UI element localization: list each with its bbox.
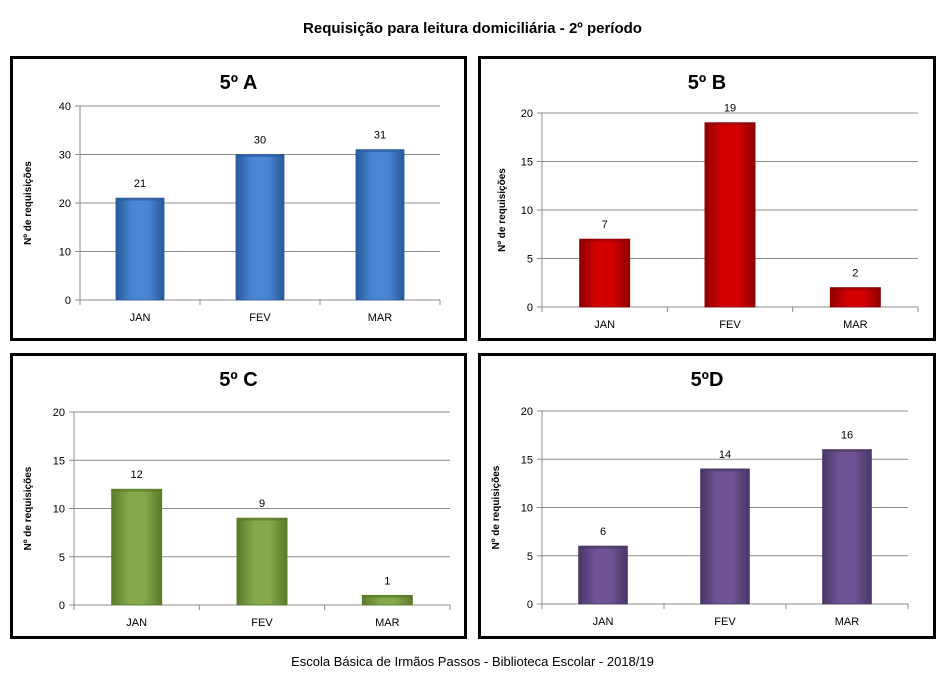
y-tick-label: 0 <box>527 302 533 314</box>
chart-title: 5º C <box>219 369 257 391</box>
data-label: 9 <box>259 498 265 510</box>
y-tick-label: 10 <box>521 205 533 217</box>
data-label: 7 <box>602 219 608 231</box>
chart-title: 5º A <box>220 72 258 94</box>
y-tick-label: 0 <box>59 600 65 612</box>
bar-jan <box>579 238 631 308</box>
page-title: Requisição para leitura domiciliária - 2… <box>303 20 642 37</box>
data-label: 12 <box>131 469 143 481</box>
chart-panel-5d: 5ºD 0 5 10 15 20 Nº de requisições 6 JAN 14 FEV 16 M… <box>478 353 936 639</box>
chart-svg: 5º C 0 5 10 15 20 Nº de requisições 12 JAN 9 FEV 1 M… <box>23 369 451 629</box>
x-tick-label: JAN <box>593 616 614 628</box>
bar-fev <box>235 154 285 301</box>
data-label: 6 <box>600 526 606 538</box>
y-tick-label: 0 <box>65 295 71 307</box>
bar-top-edge <box>704 122 756 126</box>
bar-top-edge <box>700 468 750 472</box>
y-tick-label: 0 <box>527 599 533 611</box>
bar-top-edge <box>111 489 162 492</box>
y-axis-label: Nº de requisições <box>491 465 502 549</box>
bar-mar <box>829 287 881 308</box>
y-axis-label: Nº de requisições <box>23 161 34 245</box>
x-tick-label: MAR <box>375 617 400 629</box>
chart-panel-5c: 5º C 0 5 10 15 20 Nº de requisições 12 JAN 9 FEV 1 M… <box>10 353 467 639</box>
y-tick-label: 20 <box>521 108 533 120</box>
bar-top-edge <box>362 595 413 598</box>
x-tick-label: MAR <box>843 319 868 331</box>
x-tick-label: JAN <box>126 617 147 629</box>
bar-top-edge <box>236 518 288 521</box>
data-label: 1 <box>384 575 390 587</box>
data-label: 19 <box>724 103 736 115</box>
data-label: 31 <box>374 130 386 142</box>
y-tick-label: 10 <box>59 247 71 259</box>
bar-top-edge <box>579 239 630 242</box>
chart-title: 5º B <box>688 72 726 94</box>
bar-jan <box>111 488 163 606</box>
x-tick-label: MAR <box>835 616 860 628</box>
chart-svg: 5ºD 0 5 10 15 20 Nº de requisições 6 JAN 14 FEV 16 M… <box>491 369 909 628</box>
data-label: 2 <box>852 268 858 280</box>
bar-top-edge <box>116 198 164 201</box>
y-tick-label: 30 <box>59 150 71 162</box>
bar-top-edge <box>236 154 284 157</box>
data-label: 30 <box>254 135 266 147</box>
bar-fev <box>700 468 750 605</box>
x-tick-label: FEV <box>249 312 271 324</box>
bar-fev <box>704 122 756 308</box>
y-tick-label: 10 <box>521 503 533 515</box>
x-tick-label: FEV <box>714 616 736 628</box>
bar-mar <box>355 149 405 301</box>
y-axis-label: Nº de requisições <box>23 466 34 550</box>
y-tick-label: 20 <box>521 406 533 418</box>
y-tick-label: 40 <box>59 101 71 113</box>
y-tick-label: 10 <box>53 504 65 516</box>
bar-top-edge <box>578 546 628 549</box>
footer-text: Escola Básica de Irmãos Passos - Bibliot… <box>291 654 654 669</box>
chart-svg: 5º A 0 10 20 30 40 Nº de requisições 21 JAN 30 FEV… <box>23 72 441 324</box>
chart-panel-5a: 5º A 0 10 20 30 40 Nº de requisições 21 JAN 30 FEV… <box>10 56 467 341</box>
bar-top-edge <box>822 449 872 453</box>
y-tick-label: 15 <box>521 454 533 466</box>
y-tick-label: 20 <box>53 407 65 419</box>
y-tick-label: 15 <box>521 157 533 169</box>
bar-mar <box>361 594 413 606</box>
x-tick-label: FEV <box>719 319 741 331</box>
y-tick-label: 15 <box>53 455 65 467</box>
data-label: 14 <box>719 449 731 461</box>
x-tick-label: FEV <box>251 617 273 629</box>
data-label: 16 <box>841 430 853 442</box>
bar-top-edge <box>830 287 881 291</box>
y-tick-label: 5 <box>527 254 533 266</box>
y-tick-label: 5 <box>59 552 65 564</box>
bar-top-edge <box>356 149 404 153</box>
data-label: 21 <box>134 178 146 190</box>
chart-panel-5b: 5º B 0 5 10 15 20 Nº de requisições 7 JAN 19 FEV 2 M… <box>478 56 936 341</box>
y-tick-label: 20 <box>59 198 71 210</box>
y-axis-label: Nº de requisições <box>497 168 508 252</box>
chart-title: 5ºD <box>691 369 724 391</box>
x-tick-label: MAR <box>368 312 393 324</box>
bar-jan <box>115 197 165 301</box>
chart-svg: 5º B 0 5 10 15 20 Nº de requisições 7 JAN 19 FEV 2 M… <box>497 72 919 331</box>
x-tick-label: JAN <box>594 319 615 331</box>
bar-mar <box>822 449 872 605</box>
bar-jan <box>578 545 628 605</box>
x-tick-label: JAN <box>130 312 151 324</box>
bar-fev <box>236 517 288 606</box>
y-tick-label: 5 <box>527 551 533 563</box>
